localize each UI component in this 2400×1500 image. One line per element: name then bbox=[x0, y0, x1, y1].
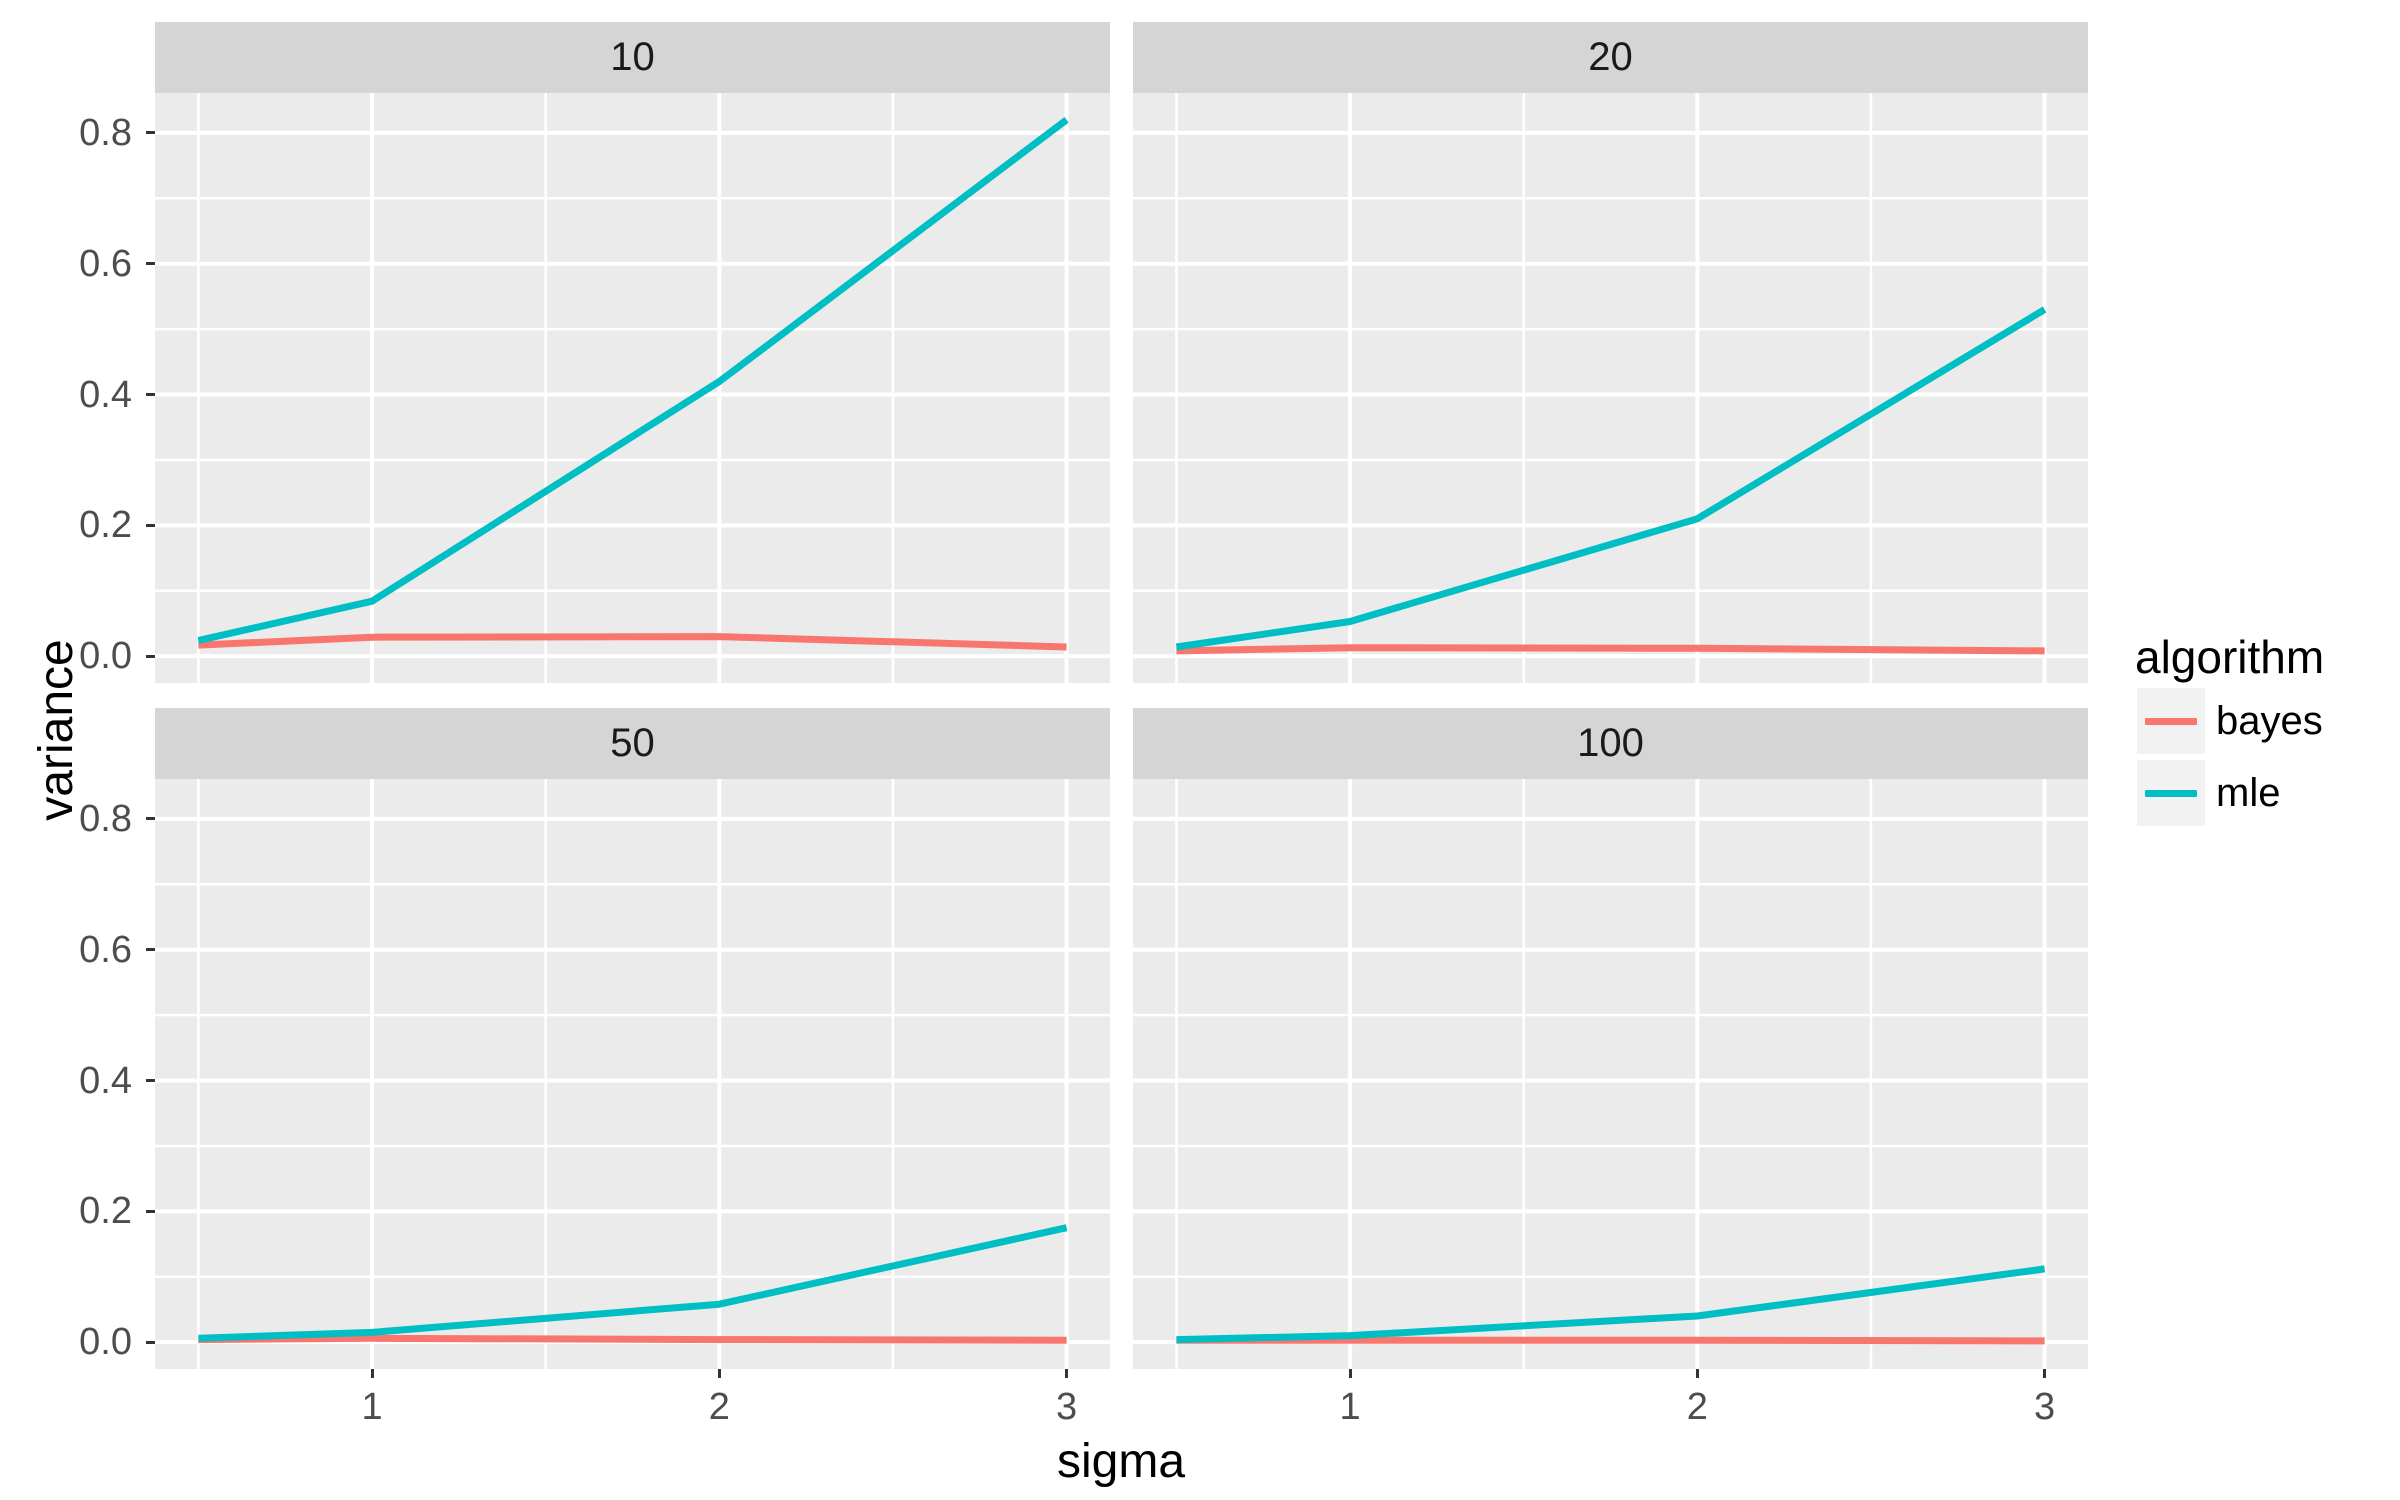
facet-panel-10 bbox=[155, 93, 1110, 683]
y-tick-label: 0.2 bbox=[79, 1190, 132, 1233]
line-bayes bbox=[1176, 1336, 2045, 1345]
panel-background bbox=[155, 779, 1110, 1369]
legend-label-bayes: bayes bbox=[2216, 699, 2323, 743]
y-tick-mark bbox=[146, 1209, 155, 1213]
y-tick-label: 0.4 bbox=[79, 373, 132, 416]
facet-panel-50 bbox=[155, 779, 1110, 1369]
line-bayes bbox=[198, 633, 1067, 651]
x-tick-mark bbox=[2043, 1369, 2047, 1378]
y-tick-mark bbox=[146, 1079, 155, 1083]
y-tick-label: 0.8 bbox=[79, 111, 132, 154]
facet-strip-label: 10 bbox=[610, 35, 655, 79]
x-tick-mark bbox=[1695, 1369, 1699, 1378]
y-tick-mark bbox=[146, 948, 155, 952]
x-axis-title: sigma bbox=[1056, 1435, 1186, 1488]
y-tick-mark bbox=[146, 654, 155, 658]
facet-strip-100: 100 bbox=[1133, 708, 2088, 779]
y-tick-label: 0.0 bbox=[79, 635, 132, 678]
y-tick-label: 0.6 bbox=[79, 242, 132, 285]
facet-strip-50: 50 bbox=[155, 708, 1110, 779]
y-tick-mark bbox=[146, 523, 155, 527]
legend-label-mle: mle bbox=[2216, 771, 2281, 815]
y-tick-label: 0.2 bbox=[79, 504, 132, 547]
facet-strip-label: 50 bbox=[610, 721, 655, 765]
y-tick-label: 0.4 bbox=[79, 1059, 132, 1102]
panel-background bbox=[155, 93, 1110, 683]
y-tick-mark bbox=[146, 817, 155, 821]
facet-strip-label: 100 bbox=[1577, 721, 1644, 765]
legend-key-bayes bbox=[2137, 688, 2205, 754]
x-tick-mark bbox=[1065, 1369, 1069, 1378]
facet-strip-10: 10 bbox=[155, 22, 1110, 93]
x-tick-label: 2 bbox=[708, 1386, 730, 1428]
y-tick-mark bbox=[146, 1340, 155, 1344]
line-mle bbox=[198, 1224, 1068, 1342]
legend-title: algorithm bbox=[2135, 631, 2325, 683]
y-tick-mark bbox=[146, 262, 155, 266]
x-tick-label: 3 bbox=[1056, 1386, 1078, 1428]
legend-key-line-mle bbox=[2145, 789, 2197, 797]
line-bayes bbox=[1176, 644, 2045, 655]
y-tick-label: 0.8 bbox=[79, 797, 132, 840]
x-tick-label: 3 bbox=[2034, 1386, 2056, 1428]
facet-panel-100 bbox=[1133, 779, 2088, 1369]
line-mle bbox=[1176, 1265, 2046, 1344]
y-tick-label: 0.6 bbox=[79, 928, 132, 971]
facet-panel-20 bbox=[1133, 93, 2088, 683]
x-tick-mark bbox=[717, 1369, 721, 1378]
x-tick-mark bbox=[370, 1369, 374, 1378]
panel-background bbox=[1133, 93, 2088, 683]
y-tick-mark bbox=[146, 131, 155, 135]
facet-strip-label: 20 bbox=[1588, 35, 1633, 79]
y-tick-label: 0.0 bbox=[79, 1321, 132, 1364]
legend-key-line-bayes bbox=[2145, 717, 2197, 725]
facet-strip-20: 20 bbox=[1133, 22, 2088, 93]
x-tick-label: 1 bbox=[361, 1386, 383, 1428]
line-mle bbox=[197, 117, 1069, 644]
x-tick-label: 2 bbox=[1686, 1386, 1708, 1428]
legend-key-mle bbox=[2137, 760, 2205, 826]
panel-background bbox=[1133, 779, 2088, 1369]
line-mle bbox=[1175, 306, 2047, 651]
y-tick-mark bbox=[146, 393, 155, 397]
x-tick-mark bbox=[1348, 1369, 1352, 1378]
line-bayes bbox=[198, 1334, 1067, 1344]
x-tick-label: 1 bbox=[1339, 1386, 1361, 1428]
